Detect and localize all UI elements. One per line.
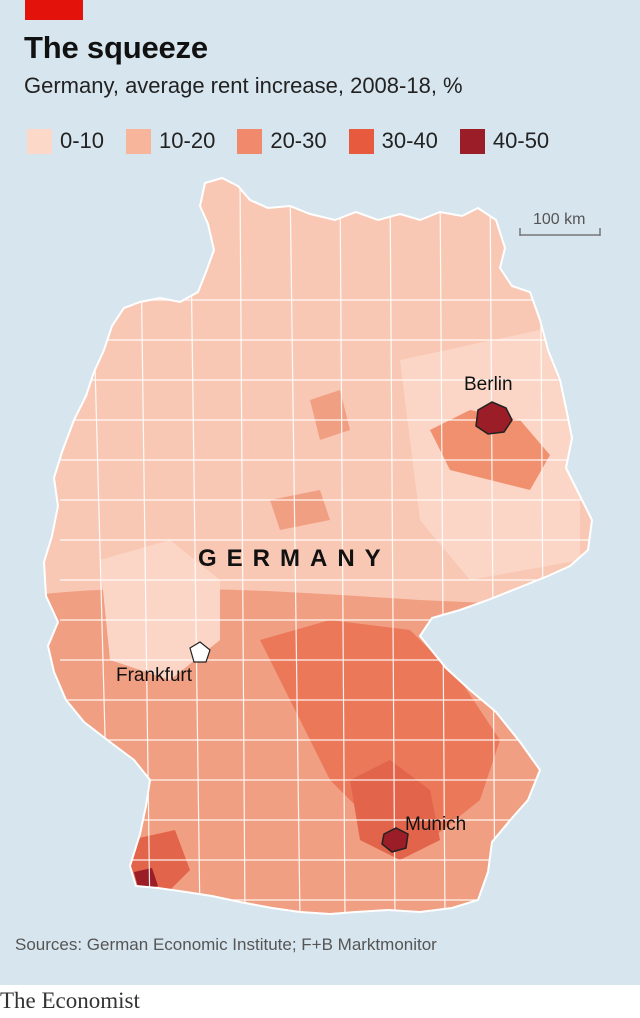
legend: 0-10 10-20 20-30 30-40 40-50: [27, 128, 571, 154]
germany-map: [42, 176, 601, 916]
legend-swatch-10-20: [126, 128, 152, 154]
frankfurt-shape: [189, 641, 211, 663]
legend-label-10-20: 10-20: [159, 128, 216, 153]
legend-item-30-40: 30-40: [348, 128, 438, 154]
germany-outline: [42, 176, 594, 916]
country-label: GERMANY: [198, 545, 391, 572]
district-boundaries: [60, 179, 592, 914]
legend-item-40-50: 40-50: [459, 128, 550, 154]
legend-swatch-30-40: [348, 128, 374, 154]
map-region-west-patch: [54, 620, 100, 680]
map-region-munich-area: [350, 760, 440, 860]
city-label-munich: Munich: [405, 814, 467, 835]
brand-name: The Economist: [0, 988, 140, 1013]
map-region-bavaria-high: [260, 620, 500, 840]
city-label-frankfurt: Frankfurt: [116, 665, 193, 686]
legend-swatch-20-30: [237, 128, 263, 154]
brand-red-tab: [25, 0, 83, 20]
map-region-hanover-patch: [310, 390, 350, 440]
legend-item-20-30: 20-30: [237, 128, 327, 154]
city-label-berlin: Berlin: [464, 374, 513, 395]
berlin-shape: [475, 401, 513, 435]
chart-subtitle: Germany, average rent increase, 2008-18,…: [24, 73, 463, 98]
map-region-frankfurt-area: [100, 540, 220, 680]
scale-bar: [519, 228, 601, 236]
legend-swatch-40-50: [459, 128, 485, 154]
legend-item-10-20: 10-20: [126, 128, 215, 154]
legend-label-30-40: 30-40: [381, 128, 438, 153]
legend-label-20-30: 20-30: [270, 128, 327, 153]
legend-swatch-0-10: [27, 128, 52, 154]
munich-shape: [381, 827, 409, 853]
legend-label-0-10: 0-10: [60, 128, 105, 153]
map-region-berlin-ring: [430, 410, 550, 490]
source-note: Sources: German Economic Institute; F+B …: [15, 935, 437, 954]
scale-label: 100 km: [533, 211, 586, 228]
legend-item-0-10: 0-10: [27, 128, 104, 154]
legend-label-40-50: 40-50: [492, 128, 550, 153]
chart-title: The squeeze: [24, 30, 208, 65]
